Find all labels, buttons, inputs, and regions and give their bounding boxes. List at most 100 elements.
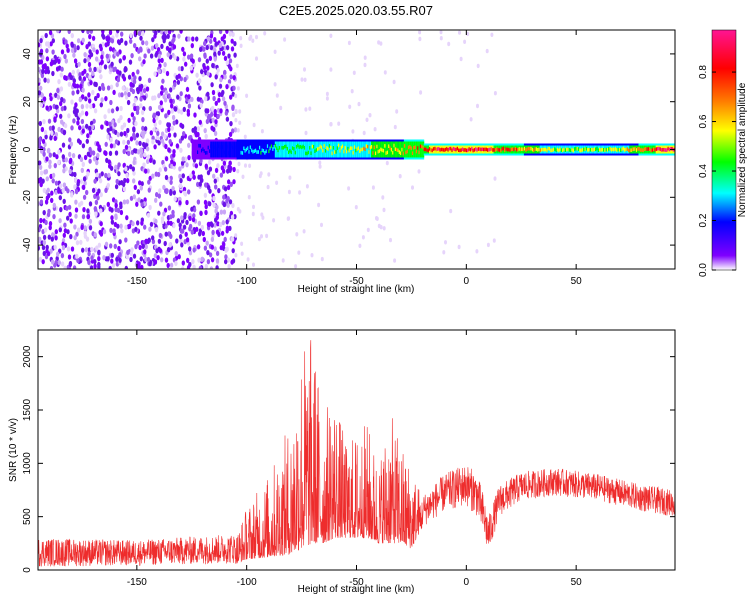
- noise-speckle: [476, 63, 480, 69]
- noise-speckle: [213, 130, 218, 137]
- trace-core: [199, 144, 202, 148]
- noise-speckle: [218, 42, 223, 49]
- trace-core: [638, 147, 641, 151]
- noise-speckle: [58, 227, 62, 233]
- noise-speckle: [120, 228, 124, 234]
- noise-speckle: [45, 48, 49, 54]
- trace-core: [626, 147, 629, 151]
- noise-speckle: [162, 67, 166, 74]
- noise-speckle: [151, 173, 155, 179]
- trace-core: [452, 146, 455, 151]
- noise-speckle: [375, 216, 379, 221]
- trace-core: [461, 147, 464, 151]
- trace-core: [388, 144, 390, 148]
- noise-speckle: [154, 52, 158, 58]
- noise-speckle: [172, 120, 176, 126]
- noise-speckle: [50, 236, 54, 242]
- snr-background: [38, 330, 675, 570]
- noise-speckle: [393, 124, 397, 130]
- noise-speckle: [161, 78, 165, 84]
- noise-speckle: [187, 36, 191, 42]
- noise-speckle: [61, 187, 65, 194]
- trace-core: [413, 146, 415, 150]
- noise-speckle: [119, 201, 123, 207]
- colorbar-ticks: 0.00.20.40.60.8: [698, 65, 736, 277]
- trace-core: [518, 147, 521, 151]
- noise-speckle: [240, 251, 244, 256]
- noise-speckle: [190, 43, 194, 49]
- noise-speckle: [60, 66, 64, 72]
- noise-speckle: [236, 128, 240, 133]
- colorbar-tick-label: 0.0: [698, 263, 709, 277]
- trace-core: [240, 150, 243, 155]
- noise-speckle: [134, 244, 138, 250]
- noise-speckle: [104, 42, 108, 48]
- trace-core: [323, 144, 326, 148]
- trace-core: [646, 147, 649, 151]
- noise-speckle: [214, 74, 218, 80]
- noise-speckle: [76, 138, 81, 144]
- noise-speckle: [140, 220, 144, 226]
- noise-speckle: [70, 246, 75, 252]
- noise-speckle: [74, 207, 79, 213]
- noise-speckle: [108, 265, 112, 269]
- noise-speckle: [51, 70, 55, 77]
- noise-speckle: [113, 243, 118, 249]
- noise-speckle: [51, 232, 55, 238]
- noise-speckle: [110, 119, 115, 125]
- noise-speckle: [231, 104, 235, 110]
- noise-speckle: [128, 59, 133, 65]
- noise-speckle: [199, 102, 203, 108]
- noise-speckle: [133, 184, 137, 190]
- trace-core: [535, 147, 538, 151]
- noise-speckle: [178, 166, 182, 172]
- trace-band: [199, 141, 202, 158]
- noise-speckle: [234, 93, 238, 99]
- trace-band: [393, 141, 396, 158]
- noise-speckle: [225, 198, 229, 204]
- trace-core: [419, 144, 422, 149]
- noise-speckle: [223, 236, 227, 242]
- trace-band: [331, 141, 334, 158]
- noise-speckle: [182, 106, 186, 112]
- noise-speckle: [74, 213, 78, 219]
- colorbar-gradient: [711, 29, 737, 271]
- trace-band: [274, 141, 277, 158]
- noise-speckle: [223, 186, 228, 192]
- noise-speckle: [139, 35, 143, 41]
- noise-speckle: [102, 255, 106, 261]
- trace-band: [343, 141, 346, 158]
- noise-speckle: [163, 62, 167, 68]
- trace-core: [593, 147, 596, 152]
- noise-speckle: [132, 132, 136, 138]
- colorbar-label: Normalized spectral amplitude: [737, 82, 748, 217]
- noise-speckle: [221, 50, 226, 56]
- trace-core: [305, 151, 307, 156]
- noise-speckle: [154, 218, 158, 224]
- noise-speckle: [63, 265, 67, 269]
- trace-core: [285, 144, 288, 149]
- noise-speckle: [66, 229, 70, 235]
- noise-speckle: [79, 179, 84, 185]
- noise-speckle: [126, 178, 130, 184]
- noise-speckle: [236, 207, 240, 212]
- noise-speckle: [177, 254, 181, 260]
- noise-speckle: [219, 77, 223, 83]
- noise-speckle: [115, 178, 119, 185]
- trace-core: [252, 150, 255, 154]
- trace-core: [202, 147, 205, 151]
- trace-core: [198, 143, 201, 148]
- trace-core: [262, 149, 265, 153]
- trace-core: [460, 148, 463, 152]
- noise-speckle: [46, 148, 51, 154]
- noise-speckle: [84, 96, 88, 102]
- noise-speckle: [54, 92, 58, 98]
- trace-core: [488, 147, 491, 152]
- noise-speckle: [125, 172, 129, 178]
- noise-speckle: [107, 172, 111, 178]
- noise-speckle: [385, 160, 389, 166]
- trace-core: [248, 150, 251, 154]
- noise-speckle: [127, 91, 131, 98]
- trace-band: [285, 141, 288, 158]
